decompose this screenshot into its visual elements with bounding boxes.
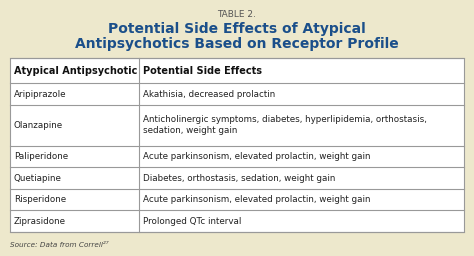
Text: Acute parkinsonism, elevated prolactin, weight gain: Acute parkinsonism, elevated prolactin, … bbox=[144, 195, 371, 204]
Text: Antipsychotics Based on Receptor Profile: Antipsychotics Based on Receptor Profile bbox=[75, 37, 399, 51]
Text: Prolonged QTc interval: Prolonged QTc interval bbox=[144, 217, 242, 226]
Text: TABLE 2.: TABLE 2. bbox=[218, 10, 256, 19]
Text: Akathisia, decreased prolactin: Akathisia, decreased prolactin bbox=[144, 90, 276, 99]
Text: Atypical Antipsychotic: Atypical Antipsychotic bbox=[14, 66, 137, 76]
Text: Ziprasidone: Ziprasidone bbox=[14, 217, 66, 226]
Text: Aripiprazole: Aripiprazole bbox=[14, 90, 66, 99]
Text: Anticholinergic symptoms, diabetes, hyperlipidemia, orthostasis,
sedation, weigh: Anticholinergic symptoms, diabetes, hype… bbox=[144, 115, 427, 135]
Text: Risperidone: Risperidone bbox=[14, 195, 66, 204]
Text: Acute parkinsonism, elevated prolactin, weight gain: Acute parkinsonism, elevated prolactin, … bbox=[144, 152, 371, 161]
Text: Diabetes, orthostasis, sedation, weight gain: Diabetes, orthostasis, sedation, weight … bbox=[144, 174, 336, 183]
Text: Quetiapine: Quetiapine bbox=[14, 174, 62, 183]
Text: Potential Side Effects of Atypical: Potential Side Effects of Atypical bbox=[108, 22, 366, 36]
Text: Potential Side Effects: Potential Side Effects bbox=[144, 66, 263, 76]
Text: Olanzapine: Olanzapine bbox=[14, 121, 63, 130]
Text: Source: Data from Correll²⁷: Source: Data from Correll²⁷ bbox=[10, 242, 109, 248]
Bar bbox=[10, 58, 464, 232]
Text: Paliperidone: Paliperidone bbox=[14, 152, 68, 161]
